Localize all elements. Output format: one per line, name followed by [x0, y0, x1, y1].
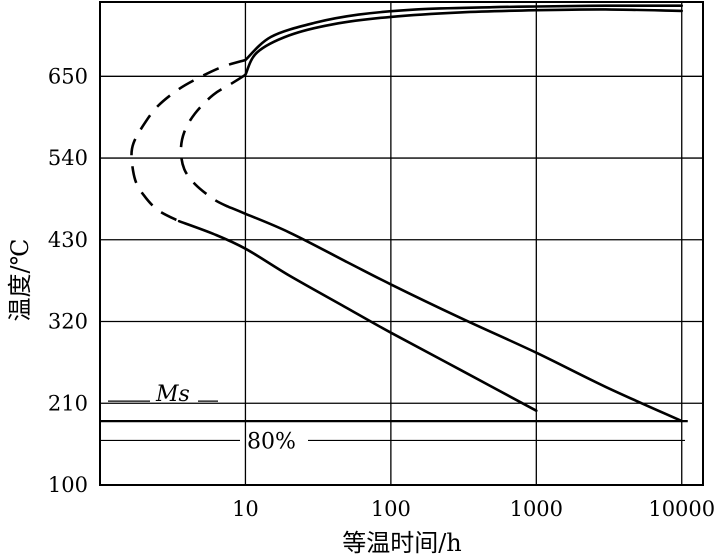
curve-segment-5 — [179, 73, 247, 208]
x-axis-label: 等温时间/h — [342, 529, 462, 557]
curve-segment-1 — [244, 4, 683, 62]
curve-segment-3 — [177, 219, 538, 412]
y-tick-label: 650 — [48, 64, 88, 88]
reference-lines — [100, 400, 688, 442]
x-tick-label: 10000 — [648, 497, 715, 521]
x-tick-label: 100 — [371, 497, 411, 521]
y-axis-label: 温度/℃ — [6, 239, 34, 322]
ms-label: Ms — [155, 382, 190, 407]
y-tick-label: 540 — [48, 146, 88, 170]
curves — [130, 4, 683, 423]
y-tick-label: 210 — [48, 391, 88, 415]
80-percent-label: 80% — [247, 429, 296, 454]
tick-labels: 10 100 1000 10000 100 210 320 430 540 650 — [48, 64, 715, 521]
plot-frame — [99, 1, 704, 486]
x-tick-label: 10 — [232, 497, 259, 521]
curve-segment-2 — [130, 58, 246, 223]
curve-segment-4 — [244, 8, 683, 77]
y-tick-label: 320 — [48, 310, 88, 334]
grid — [100, 2, 703, 485]
y-tick-label: 430 — [48, 228, 88, 252]
y-tick-label: 100 — [48, 473, 88, 497]
x-tick-label: 1000 — [510, 497, 563, 521]
curve-segment-6 — [226, 205, 683, 423]
